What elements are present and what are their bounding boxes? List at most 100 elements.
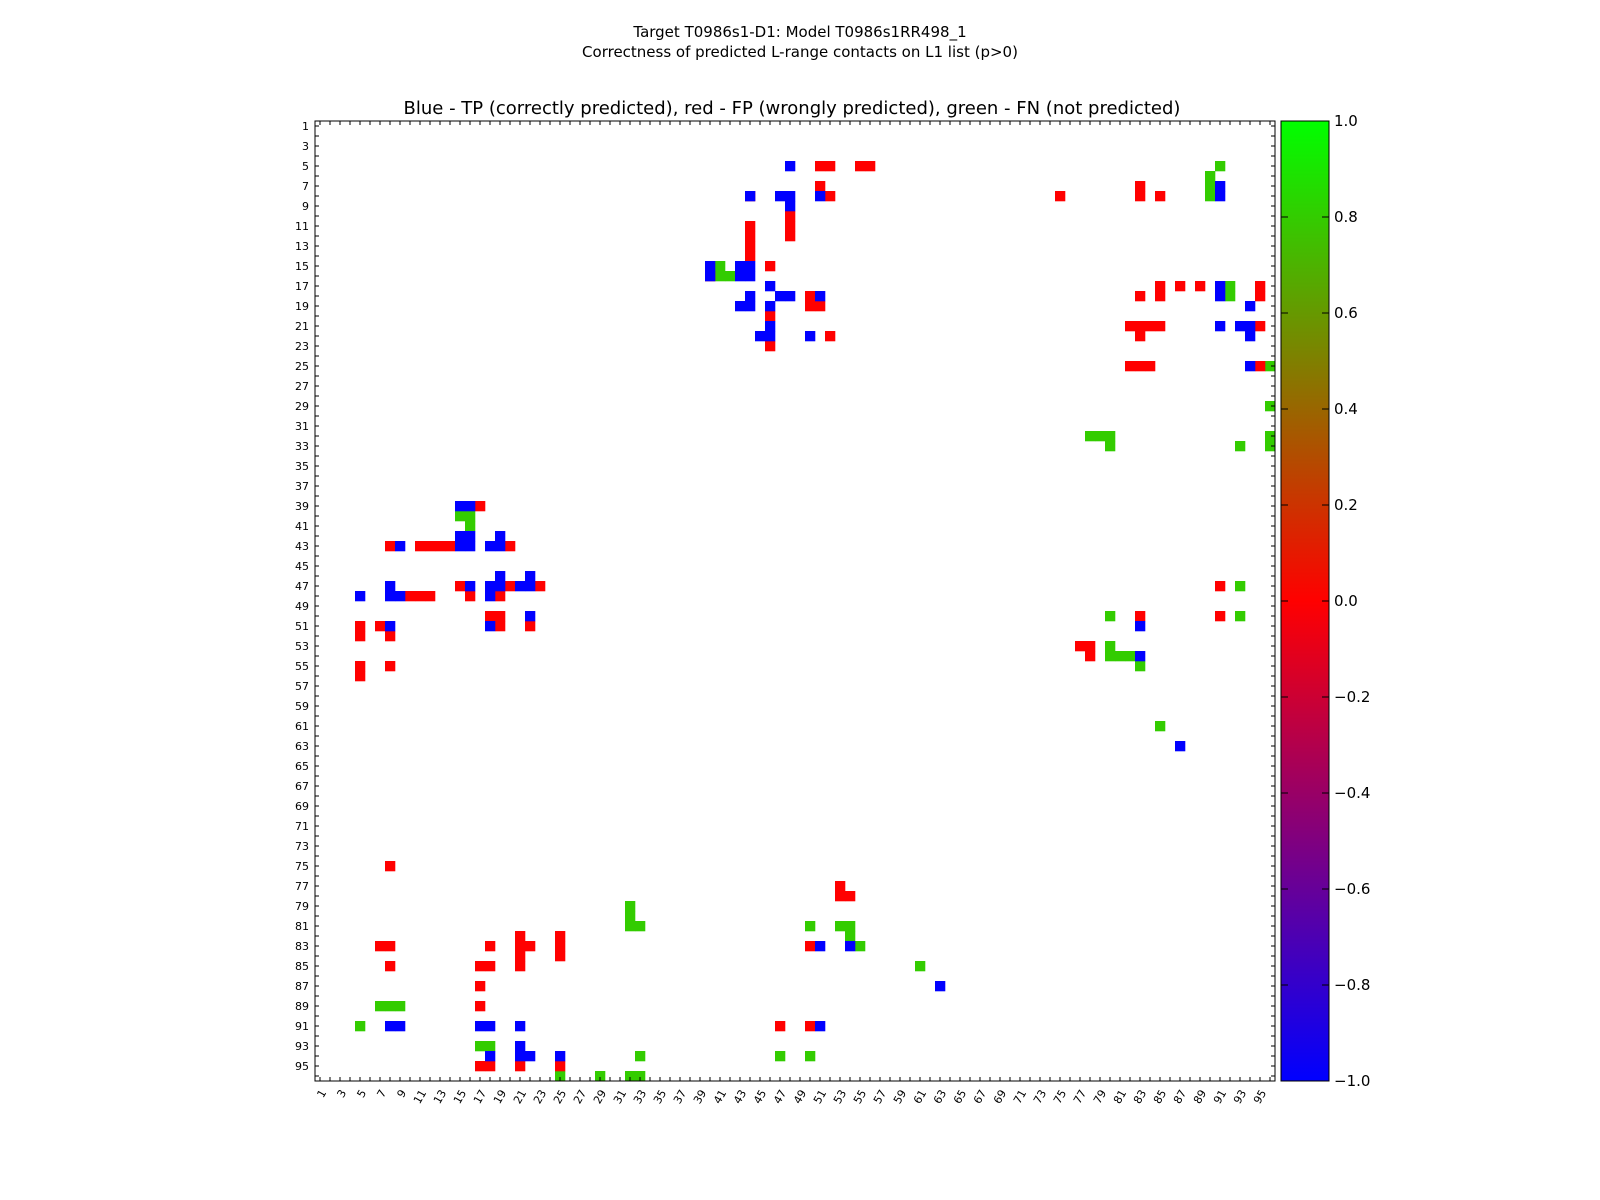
y-tick-label: 85 xyxy=(295,960,309,973)
y-tick-label: 65 xyxy=(295,760,309,773)
cell-fp xyxy=(1255,291,1266,302)
cell-fp xyxy=(455,581,466,592)
cell-tp xyxy=(555,1051,566,1062)
cell-tp xyxy=(735,261,746,272)
cell-fn xyxy=(1155,721,1166,732)
cell-fp xyxy=(1215,581,1226,592)
cell-fp xyxy=(475,501,486,512)
cell-fp xyxy=(765,311,776,322)
x-tick-label: 13 xyxy=(431,1088,449,1107)
y-tick-label: 69 xyxy=(295,800,309,813)
x-tick-label: 33 xyxy=(631,1088,649,1107)
cell-fp xyxy=(1055,191,1066,202)
y-tick-label: 59 xyxy=(295,700,309,713)
cell-tp xyxy=(485,1021,496,1032)
cell-fn xyxy=(1265,431,1276,442)
cell-tp xyxy=(815,291,826,302)
cell-tp xyxy=(1245,361,1256,372)
cell-fp xyxy=(415,541,426,552)
x-tick-label: 85 xyxy=(1151,1088,1169,1107)
y-tick-label: 79 xyxy=(295,900,309,913)
cell-fp xyxy=(385,541,396,552)
cell-tp xyxy=(735,301,746,312)
cell-fn xyxy=(1265,441,1276,452)
cell-fn xyxy=(1125,651,1136,662)
cell-fp xyxy=(1255,281,1266,292)
cell-fp xyxy=(495,591,506,602)
cell-tp xyxy=(455,501,466,512)
cell-fp xyxy=(495,621,506,632)
cell-fp xyxy=(485,611,496,622)
cell-fn xyxy=(855,941,866,952)
x-tick-label: 47 xyxy=(771,1088,789,1107)
cell-fp xyxy=(765,341,776,352)
cell-fn xyxy=(1265,401,1276,412)
cell-tp xyxy=(485,581,496,592)
y-tick-label: 5 xyxy=(302,160,309,173)
x-tick-label: 41 xyxy=(711,1088,729,1107)
x-tick-label: 5 xyxy=(354,1088,369,1101)
x-tick-label: 39 xyxy=(691,1088,709,1107)
cell-fp xyxy=(835,881,846,892)
cell-tp xyxy=(355,591,366,602)
cell-fp xyxy=(1135,361,1146,372)
cell-fn xyxy=(1115,651,1126,662)
cell-fp xyxy=(1215,611,1226,622)
cell-fp xyxy=(1155,191,1166,202)
cell-fp xyxy=(805,291,816,302)
cell-fp xyxy=(855,161,866,172)
x-tick-label: 27 xyxy=(571,1088,589,1107)
cell-tp xyxy=(525,611,536,622)
y-tick-label: 45 xyxy=(295,560,309,573)
cell-tp xyxy=(735,271,746,282)
x-tick-label: 49 xyxy=(791,1088,809,1107)
cell-fp xyxy=(825,161,836,172)
cell-tp xyxy=(1215,191,1226,202)
x-tick-label: 55 xyxy=(851,1088,869,1107)
y-tick-label: 81 xyxy=(295,920,309,933)
cell-fp xyxy=(385,861,396,872)
y-tick-label: 13 xyxy=(295,240,309,253)
cell-tp xyxy=(1215,291,1226,302)
x-tick-label: 23 xyxy=(531,1088,549,1107)
y-tick-label: 41 xyxy=(295,520,309,533)
cell-tp xyxy=(815,1021,826,1032)
x-tick-label: 83 xyxy=(1131,1088,1149,1107)
cell-fp xyxy=(775,1021,786,1032)
cell-tp xyxy=(765,331,776,342)
cell-fn xyxy=(1215,161,1226,172)
cell-tp xyxy=(495,581,506,592)
cell-fp xyxy=(1155,321,1166,332)
cell-fn xyxy=(805,1051,816,1062)
x-tick-label: 71 xyxy=(1011,1088,1029,1107)
cell-tp xyxy=(1135,621,1146,632)
cell-fn xyxy=(845,921,856,932)
cell-fp xyxy=(745,251,756,262)
cell-tp xyxy=(745,301,756,312)
cell-fp xyxy=(385,661,396,672)
cell-fp xyxy=(815,161,826,172)
colorbar-tick-label: 0.8 xyxy=(1334,208,1358,226)
cell-fn xyxy=(1205,181,1216,192)
colorbar-gradient xyxy=(1280,120,1330,1082)
y-tick-label: 29 xyxy=(295,400,309,413)
cell-fp xyxy=(835,891,846,902)
y-tick-label: 49 xyxy=(295,600,309,613)
x-tick-label: 7 xyxy=(374,1088,389,1101)
cell-fp xyxy=(485,961,496,972)
cell-tp xyxy=(495,571,506,582)
figure-title: Target T0986s1-D1: Model T0986s1RR498_1 xyxy=(633,23,967,41)
y-tick-label: 73 xyxy=(295,840,309,853)
cell-fn xyxy=(1225,291,1236,302)
x-tick-label: 29 xyxy=(591,1088,609,1107)
x-tick-label: 15 xyxy=(451,1088,469,1107)
cell-tp xyxy=(785,291,796,302)
colorbar-tick-label: 0.6 xyxy=(1334,304,1358,322)
y-tick-label: 31 xyxy=(295,420,309,433)
y-tick-label: 71 xyxy=(295,820,309,833)
cell-tp xyxy=(465,581,476,592)
y-tick-label: 23 xyxy=(295,340,309,353)
cell-fp xyxy=(525,621,536,632)
cell-tp xyxy=(385,621,396,632)
cell-fn xyxy=(635,1071,646,1082)
